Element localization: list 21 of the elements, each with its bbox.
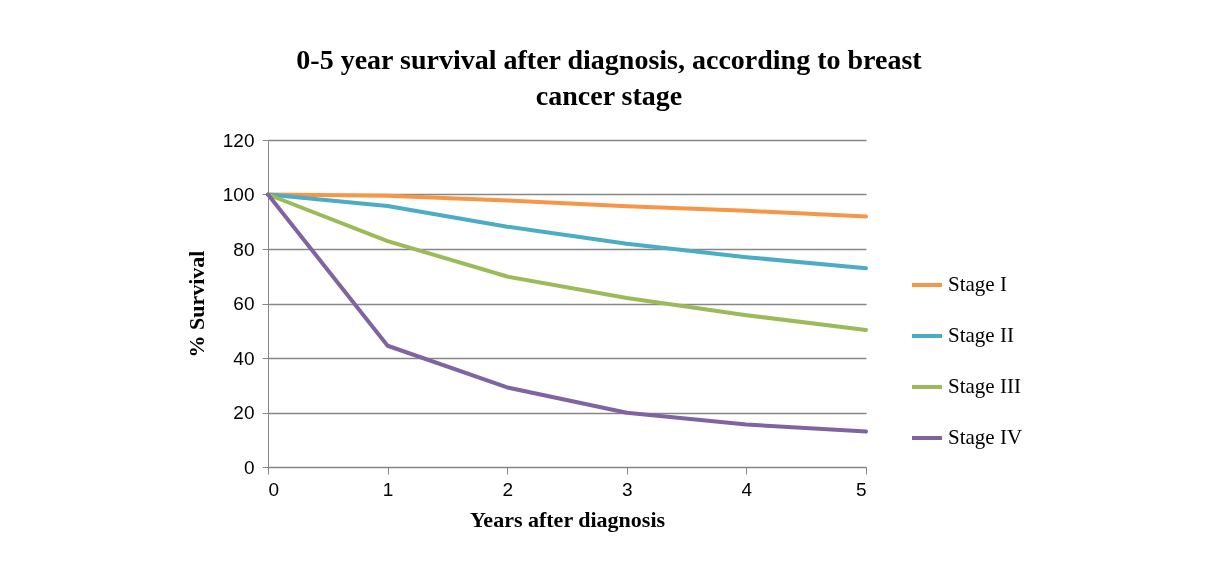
y-tick-label: 40	[233, 347, 255, 369]
x-tick-label: 5	[855, 478, 867, 500]
x-tick-label: 4	[741, 478, 753, 500]
line-series	[266, 192, 868, 434]
y-tick-label: 120	[222, 129, 255, 151]
legend-label: Stage I	[948, 272, 1007, 296]
chart-title: 0-5 year survival after diagnosis, according to breast cancer stage	[296, 44, 923, 111]
y-tick-label: 20	[233, 402, 255, 423]
y-tick-label: 60	[233, 293, 255, 314]
legend-label: Stage II	[948, 323, 1014, 347]
y-tick-label: 80	[233, 238, 255, 260]
y-tick-label: 100	[222, 184, 255, 205]
y-axis-title: % Survival	[183, 250, 209, 358]
y-tick-label: 0	[243, 456, 255, 478]
x-tick-label: 1	[382, 478, 394, 500]
x-tick-label: 2	[502, 478, 513, 500]
x-tick-label: 3	[622, 478, 633, 500]
legend-label: Stage IV	[948, 425, 1023, 449]
legend-label: Stage III	[948, 374, 1021, 398]
x-tick-label: 0	[268, 478, 280, 500]
x-axis-title: Years after diagnosis	[469, 506, 666, 532]
